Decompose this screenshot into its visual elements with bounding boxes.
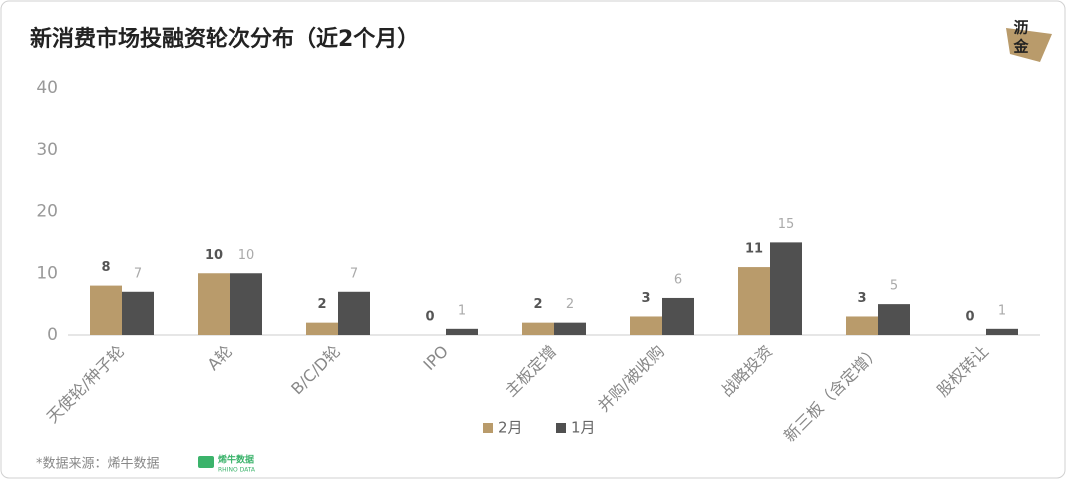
bar: [986, 328, 1018, 335]
value-label: 0: [965, 310, 974, 325]
bar: [846, 316, 878, 335]
bar: [230, 273, 262, 335]
value-label: 2: [566, 297, 574, 312]
logo-shape: [1006, 28, 1052, 62]
bar: [662, 297, 694, 335]
value-label: 3: [641, 291, 650, 306]
y-tick-label: 0: [47, 325, 58, 345]
bar: [122, 291, 154, 335]
legend-label: 2月: [498, 419, 523, 437]
bar: [878, 304, 910, 335]
legend-swatch: [483, 423, 493, 433]
chart-title: 新消费市场投融资轮次分布（近2个月）: [30, 26, 419, 52]
source-note: *数据来源：烯牛数据: [36, 457, 160, 472]
brand-name-en: RHINO DATA: [218, 467, 256, 474]
bar: [738, 267, 770, 335]
bar: [554, 322, 586, 335]
bar: [90, 285, 122, 335]
bar: [522, 322, 554, 335]
y-tick-label: 30: [36, 140, 58, 160]
logo-text: 金: [1012, 38, 1029, 56]
bar: [198, 273, 230, 335]
bar: [306, 322, 338, 335]
bar: [338, 291, 370, 335]
value-label: 10: [238, 248, 255, 263]
value-label: 15: [778, 217, 795, 232]
value-label: 6: [674, 272, 682, 287]
value-label: 3: [857, 291, 866, 306]
bar: [770, 242, 802, 335]
brand-icon: [198, 456, 214, 468]
logo-text: 沥: [1013, 19, 1028, 37]
value-label: 7: [134, 266, 142, 281]
legend-swatch: [556, 423, 566, 433]
legend-label: 1月: [571, 419, 596, 437]
value-label: 5: [890, 279, 898, 294]
value-label: 2: [317, 297, 326, 312]
value-label: 8: [101, 260, 110, 275]
value-label: 10: [205, 248, 223, 263]
value-label: 7: [350, 266, 358, 281]
bar: [446, 328, 478, 335]
frame: [0, 0, 1066, 479]
brand-name: 烯牛数据: [218, 454, 254, 466]
y-tick-label: 40: [36, 78, 58, 98]
y-tick-label: 20: [36, 202, 58, 222]
value-label: 2: [533, 297, 542, 312]
y-tick-label: 10: [36, 263, 58, 283]
value-label: 1: [998, 303, 1006, 318]
value-label: 0: [425, 310, 434, 325]
value-label: 11: [745, 242, 763, 257]
value-label: 1: [458, 303, 466, 318]
bar: [630, 316, 662, 335]
